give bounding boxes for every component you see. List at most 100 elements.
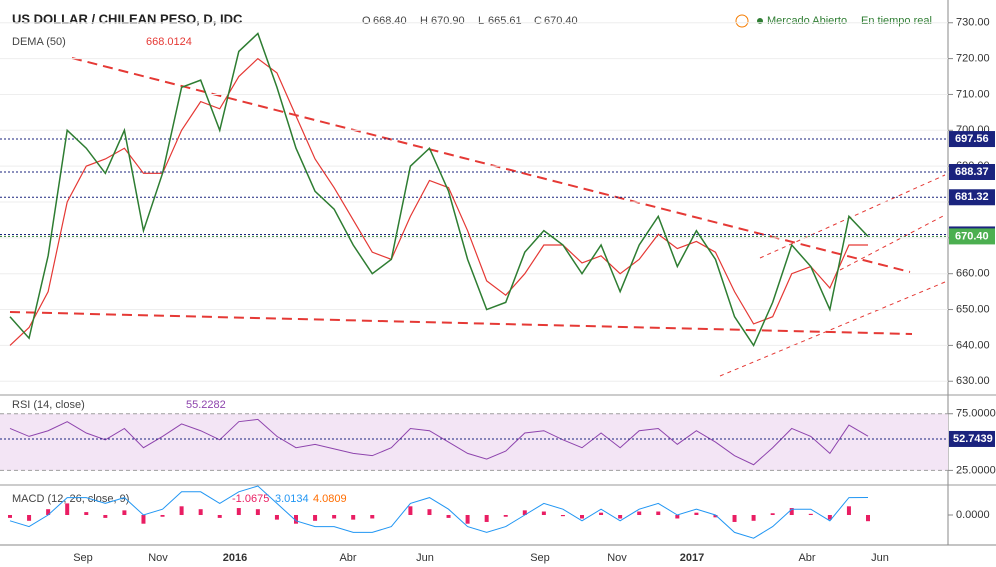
macd-histogram-bar bbox=[675, 515, 680, 519]
macd-histogram-bar bbox=[370, 515, 375, 519]
macd-histogram-bar bbox=[8, 515, 12, 518]
trend-lines bbox=[9, 57, 913, 335]
macd-histogram-bar bbox=[808, 513, 813, 515]
macd-histogram-bar bbox=[351, 515, 356, 520]
macd-histogram-bar bbox=[770, 513, 775, 515]
ohlc-value: 668.40 bbox=[373, 15, 407, 27]
x-tick-label: Sep bbox=[73, 552, 93, 564]
ohlc-label: H bbox=[420, 15, 428, 27]
price-tag-label: 670.40 bbox=[955, 230, 989, 242]
price-tag-label: 52.7439 bbox=[953, 433, 993, 445]
y-tick-label: 75.0000 bbox=[956, 408, 996, 420]
channel-line bbox=[839, 214, 946, 271]
y-tick-label: 710.00 bbox=[956, 88, 990, 100]
macd-line bbox=[9, 485, 869, 539]
indicator-value: -1.0675 bbox=[232, 493, 269, 505]
ohlc-label: L bbox=[478, 15, 484, 27]
channel-lines bbox=[719, 174, 946, 377]
price-tag-label: 697.56 bbox=[955, 133, 989, 145]
macd-histogram-bar bbox=[313, 515, 318, 521]
macd-histogram-bar bbox=[198, 509, 203, 515]
macd-histogram-bar bbox=[713, 515, 718, 518]
y-tick-label: 720.00 bbox=[956, 53, 990, 65]
macd-histogram-bar bbox=[465, 515, 470, 524]
macd-histogram-bar bbox=[274, 515, 279, 520]
macd-histogram-bar bbox=[484, 515, 489, 522]
macd-histogram-bar bbox=[217, 515, 222, 518]
macd-histogram-bar bbox=[789, 508, 794, 515]
macd-histogram-bar bbox=[541, 511, 546, 515]
y-tick-label: 730.00 bbox=[956, 17, 990, 29]
indicator-title: RSI (14, close) bbox=[12, 399, 85, 411]
macd-histogram-bar bbox=[846, 506, 851, 515]
macd-histogram-bar bbox=[103, 515, 108, 518]
realtime-status: En tiempo real bbox=[861, 15, 932, 27]
macd-histogram-bar bbox=[694, 512, 699, 515]
macd-histogram-bar bbox=[446, 515, 451, 518]
macd-histogram-bar bbox=[294, 515, 298, 524]
price-tag bbox=[949, 189, 995, 206]
macd-histogram-bar bbox=[522, 510, 527, 515]
y-tick-label: 630.00 bbox=[956, 375, 990, 387]
market-status: Mercado Abierto bbox=[767, 15, 847, 27]
indicator-value: 55.2282 bbox=[186, 399, 226, 411]
y-tick-label: 660.00 bbox=[956, 268, 990, 280]
macd-histogram-bar bbox=[618, 515, 623, 519]
macd-histogram-bar bbox=[141, 515, 146, 524]
y-tick-label: 650.00 bbox=[956, 303, 990, 315]
price-tag bbox=[949, 228, 995, 245]
macd-histogram-bar bbox=[255, 509, 260, 515]
macd-histogram-bar bbox=[427, 509, 432, 515]
rsi-band bbox=[0, 413, 948, 471]
macd-histogram-bar bbox=[751, 515, 756, 521]
macd-histogram-bar bbox=[656, 511, 661, 515]
macd-histogram-bar bbox=[560, 515, 565, 517]
ohlc-value: 670.40 bbox=[544, 15, 578, 27]
macd-histogram-bar bbox=[332, 515, 337, 519]
price-line bbox=[9, 32, 869, 347]
macd-histogram-bar bbox=[827, 515, 832, 520]
macd-histogram-bar bbox=[408, 506, 413, 515]
x-tick-label: Abr bbox=[339, 552, 356, 564]
price-tag-label: 688.37 bbox=[955, 166, 989, 178]
macd-histogram-bar bbox=[732, 515, 737, 522]
indicator-value: 668.0124 bbox=[146, 36, 192, 48]
macd-histogram-bar bbox=[84, 512, 89, 515]
x-tick-label: Jun bbox=[416, 552, 434, 564]
indicator-value: 4.0809 bbox=[313, 493, 347, 505]
indicator-title: DEMA (50) bbox=[12, 36, 66, 48]
trend-line bbox=[71, 57, 911, 273]
trend-line bbox=[9, 311, 913, 335]
x-tick-label: Nov bbox=[148, 552, 168, 564]
y-tick-label: 640.00 bbox=[956, 339, 990, 351]
x-tick-label: Jun bbox=[871, 552, 889, 564]
macd-histogram-bar bbox=[122, 510, 127, 515]
price-tag-label: 681.32 bbox=[955, 191, 989, 203]
x-tick-label: 2016 bbox=[223, 552, 247, 564]
alert-icon[interactable] bbox=[735, 14, 749, 28]
price-tag bbox=[949, 163, 995, 180]
macd-histogram-bar bbox=[65, 503, 70, 515]
x-tick-label: 2017 bbox=[680, 552, 704, 564]
ohlc-label: C bbox=[534, 15, 542, 27]
macd-histogram-bar bbox=[46, 509, 51, 515]
x-tick-label: Abr bbox=[798, 552, 815, 564]
macd-histogram-bar bbox=[866, 515, 870, 522]
x-tick-label: Nov bbox=[607, 552, 627, 564]
macd-histogram-bar bbox=[236, 508, 241, 515]
ohlc-label: O bbox=[362, 15, 371, 27]
macd-histogram-bar bbox=[637, 511, 642, 515]
macd-histogram-bar bbox=[503, 515, 508, 517]
channel-line bbox=[719, 281, 946, 377]
rsi-line bbox=[9, 418, 869, 466]
symbol: US DOLLAR / CHILEAN PESO, D, IDC bbox=[12, 11, 243, 26]
dema-line bbox=[9, 57, 869, 346]
indicator-title: MACD (12, 26, close, 9) bbox=[12, 493, 129, 505]
macd-histogram-bar bbox=[27, 515, 32, 521]
y-tick-label: 25.0000 bbox=[956, 464, 996, 476]
ohlc-value: 665.61 bbox=[488, 15, 522, 27]
price-tag bbox=[949, 131, 995, 148]
x-tick-label: Sep bbox=[530, 552, 550, 564]
